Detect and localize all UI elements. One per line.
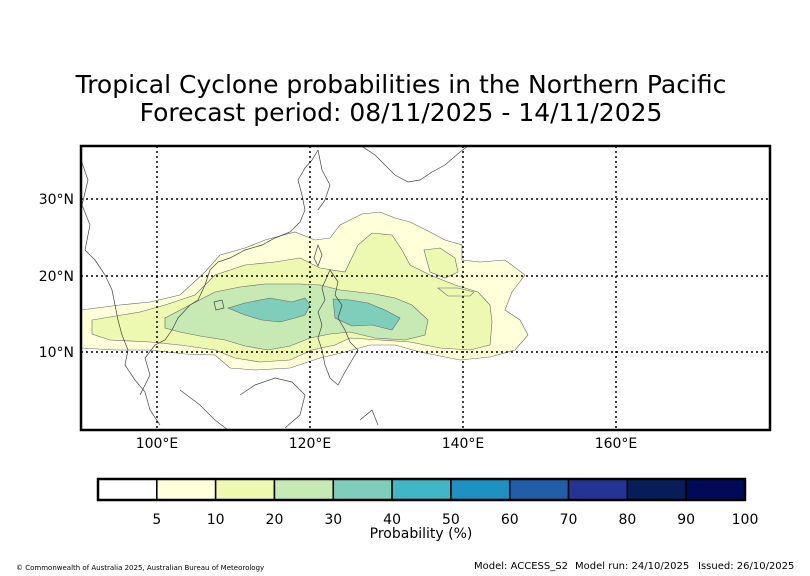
coastline-philippines bbox=[317, 269, 359, 386]
colorbar-swatch bbox=[685, 478, 746, 501]
probability-layer bbox=[81, 211, 529, 371]
coastline-taiwan bbox=[313, 243, 323, 267]
colorbar-swatch bbox=[391, 478, 452, 501]
coastline-borneo bbox=[239, 377, 306, 429]
lon-tick-100: 100°E bbox=[136, 436, 179, 452]
coastline-sumatra bbox=[179, 389, 229, 430]
colorbar-tick-label: 30 bbox=[324, 512, 342, 528]
colorbar-tick-label: 40 bbox=[383, 512, 401, 528]
gridlines bbox=[81, 146, 770, 430]
forecast-period: Forecast period: 08/11/2025 - 14/11/2025 bbox=[139, 98, 663, 127]
colorbar-swatch bbox=[156, 478, 217, 501]
colorbar-tick-label: 10 bbox=[207, 512, 225, 528]
colorbar-tick-label: 50 bbox=[442, 512, 460, 528]
coastline-japan bbox=[360, 146, 469, 183]
issued-date: Issued: 26/10/2025 bbox=[698, 561, 795, 572]
lat-tick-30: 30°N bbox=[39, 192, 74, 208]
colorbar-swatch bbox=[508, 478, 570, 501]
prob-region-inner-north bbox=[423, 247, 459, 279]
colorbar-frame bbox=[96, 477, 747, 502]
colorbar-label: Probability (%) bbox=[370, 526, 473, 542]
colorbar-tick-label: 80 bbox=[618, 512, 636, 528]
colorbar-swatch bbox=[214, 478, 276, 501]
colorbar-tick-label: 20 bbox=[266, 512, 284, 528]
colorbar-tick-label: 100 bbox=[732, 512, 759, 528]
colorbar-tick-label: 90 bbox=[677, 512, 695, 528]
colorbar-swatch bbox=[450, 478, 511, 501]
lat-tick-20: 20°N bbox=[39, 269, 74, 285]
prob-region-30-40-east bbox=[332, 298, 401, 331]
coastline-asia-mainland bbox=[81, 149, 319, 426]
prob-region-inner-east bbox=[437, 287, 475, 297]
coastline-sulawesi bbox=[359, 409, 379, 426]
colorbar-swatch bbox=[273, 478, 335, 501]
colorbar-swatch bbox=[97, 478, 158, 501]
colorbar-tick-label: 60 bbox=[501, 512, 519, 528]
colorbar-tick-label: 70 bbox=[560, 512, 578, 528]
model-run-date: Model run: 24/10/2025 bbox=[575, 561, 690, 572]
model-name: Model: ACCESS_S2 bbox=[474, 561, 568, 572]
lon-tick-140: 140°E bbox=[442, 436, 485, 452]
colorbar-swatch bbox=[567, 478, 629, 501]
colorbar-swatch bbox=[626, 478, 687, 501]
colorbar: 5 10 20 30 40 50 60 70 80 90 100 bbox=[96, 477, 759, 528]
coastline-korea bbox=[317, 149, 331, 211]
prob-region-30-40-west bbox=[227, 297, 311, 323]
lat-tick-10: 10°N bbox=[39, 345, 74, 361]
coastline-hainan bbox=[213, 299, 225, 311]
chart-title: Tropical Cyclone probabilities in the No… bbox=[75, 70, 727, 99]
colorbar-swatch bbox=[332, 478, 393, 501]
coastlines bbox=[81, 146, 469, 430]
copyright-notice: © Commonwealth of Australia 2025, Austra… bbox=[16, 564, 265, 572]
lon-tick-120: 120°E bbox=[289, 436, 332, 452]
map-frame bbox=[79, 144, 772, 432]
colorbar-tick-label: 5 bbox=[152, 512, 161, 528]
lon-tick-160: 160°E bbox=[595, 436, 638, 452]
